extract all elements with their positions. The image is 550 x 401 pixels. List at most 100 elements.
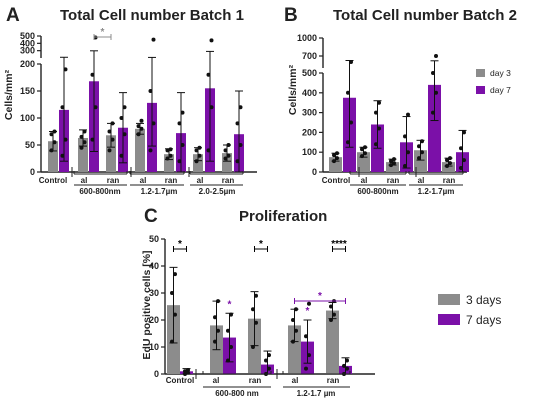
panel-a-data-point — [52, 129, 57, 134]
panel-a-letter: A — [6, 5, 20, 26]
panel-b-data-point — [392, 161, 396, 166]
panel-c-data-point — [291, 318, 295, 322]
panel-b-data-point — [374, 142, 378, 147]
panel-b-data-point — [389, 159, 393, 164]
panel-a-data-point — [93, 105, 98, 110]
panel-c-significance-label: * — [318, 291, 322, 302]
panel-b-data-point — [349, 60, 353, 64]
panel-a-data-point — [148, 148, 153, 153]
panel-b-group-label: 600-800nm — [357, 187, 398, 196]
panel-b-data-point — [346, 140, 350, 145]
panel-a-data-point — [79, 145, 84, 150]
panel-c-ylabel: EdU positive cells [%] — [141, 250, 153, 359]
panel-b-data-point — [448, 156, 452, 161]
panel-a-data-point — [168, 147, 173, 152]
panel-c-data-point — [216, 299, 220, 304]
panel-b-data-point — [417, 144, 421, 149]
panel-b-data-point — [459, 146, 463, 151]
panel-c-data-point — [267, 366, 271, 371]
panel-a-data-point — [180, 143, 185, 147]
panel-a-bar — [222, 153, 232, 172]
panel-c-data-point — [264, 358, 268, 363]
panel-a-data-point — [60, 153, 65, 158]
panel-c-data-point — [186, 367, 190, 372]
panel-a-data-point — [63, 137, 68, 142]
panel-c-bar — [326, 310, 339, 374]
panel-a-significance-label: * — [101, 27, 105, 38]
panel-c-significance-label: * — [228, 299, 232, 310]
panel-c-data-point — [294, 328, 298, 333]
panel-a-data-point — [206, 72, 211, 77]
panel-a-data-point — [110, 137, 115, 142]
panel-b-data-point — [377, 126, 381, 131]
panel-a-data-point — [49, 148, 54, 153]
panel-b-data-point — [406, 150, 410, 155]
panel-b-bar — [386, 162, 399, 172]
panel-b-data-point — [363, 145, 367, 150]
panel-a-category-label: al — [81, 176, 88, 185]
panel-c-data-point — [254, 320, 258, 325]
panel-a-data-point — [63, 67, 68, 72]
panel-c-category-label: ran — [327, 376, 340, 385]
panel-c-data-point — [291, 339, 295, 344]
panel-c-data-point — [254, 293, 258, 298]
panel-a-data-point — [165, 148, 170, 153]
panel-b-data-point — [374, 110, 378, 115]
panel-a-data-point — [197, 153, 202, 158]
panel-b-data-point — [360, 154, 364, 159]
panel-c-data-point — [251, 345, 255, 349]
panel-a-title: Total Cell number Batch 1 — [60, 7, 244, 24]
panel-c-category-label: al — [292, 376, 299, 385]
panel-a-group-label: 600-800nm — [79, 187, 120, 196]
panel-c-significance-label: * — [306, 306, 310, 317]
panel-b-bar — [428, 84, 441, 172]
panel-c-letter: C — [144, 206, 158, 227]
panel-c-data-point — [213, 339, 217, 344]
panel-c-group-label: 1.2-1.7 µm — [297, 389, 336, 398]
panel-b-category-label: Control — [322, 176, 350, 185]
panel-a-data-point — [122, 132, 127, 137]
panel-b-data-point — [403, 134, 407, 139]
panel-c-data-point — [213, 315, 217, 320]
panel-a-category-label: ran — [222, 176, 235, 185]
panel-b-category-label: al — [418, 176, 425, 185]
panel-b-data-point — [332, 159, 336, 164]
panel-b-title: Total Cell number Batch 2 — [333, 7, 517, 24]
panel-c-data-point — [307, 301, 311, 306]
panel-a-data-point — [223, 156, 228, 161]
panel-b-y-tick-label: 100 — [302, 147, 317, 157]
legend-c-7days-label: 7 days — [466, 313, 501, 327]
panel-c-data-point — [329, 318, 333, 322]
panel-b-data-point — [349, 120, 353, 125]
panel-a-data-point — [206, 148, 211, 153]
panel-a-bar — [164, 154, 174, 172]
panel-a-data-point — [226, 143, 231, 147]
legend-b-day7-label: day 7 — [490, 85, 511, 95]
panel-a-data-point — [177, 159, 182, 164]
panel-a-y-tick-label: 50 — [25, 140, 35, 150]
panel-b-y-tick-label: 300 — [302, 108, 317, 118]
panel-c-title: Proliferation — [239, 208, 327, 225]
panel-a-bar — [135, 128, 145, 172]
panel-a-data-point — [107, 129, 112, 134]
panel-c-data-point — [267, 353, 271, 358]
panel-c-y-tick-label: 40 — [149, 261, 159, 271]
panel-b-data-point — [462, 158, 466, 163]
panel-a-category-label: al — [197, 176, 204, 185]
panel-b-data-point — [389, 163, 393, 168]
panel-c-data-point — [294, 307, 298, 312]
panel-c-significance-label: * — [178, 239, 182, 250]
panel-a-data-point — [223, 148, 228, 153]
panel-a-bar — [78, 137, 88, 172]
panel-a-data-point — [90, 137, 95, 142]
panel-a-data-point — [119, 153, 124, 158]
panel-b-data-point — [420, 139, 424, 144]
panel-b-ylabel: Cells/mm² — [287, 64, 299, 115]
panel-a-data-point — [52, 140, 57, 145]
panel-c-data-point — [342, 363, 346, 368]
panel-c-data-point — [183, 369, 187, 374]
legend-c-7days-swatch — [438, 314, 460, 325]
panel-c-data-point — [304, 366, 308, 371]
panel-c-data-point — [226, 358, 230, 363]
